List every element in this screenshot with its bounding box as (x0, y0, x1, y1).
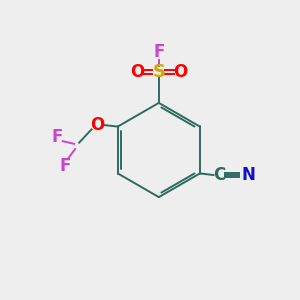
Text: N: N (241, 166, 255, 184)
Text: O: O (90, 116, 104, 134)
Text: F: F (60, 157, 71, 175)
Text: C: C (213, 166, 225, 184)
Text: F: F (153, 43, 164, 61)
Text: S: S (152, 63, 165, 81)
Text: O: O (173, 63, 187, 81)
Text: O: O (130, 63, 145, 81)
Text: F: F (52, 128, 63, 146)
